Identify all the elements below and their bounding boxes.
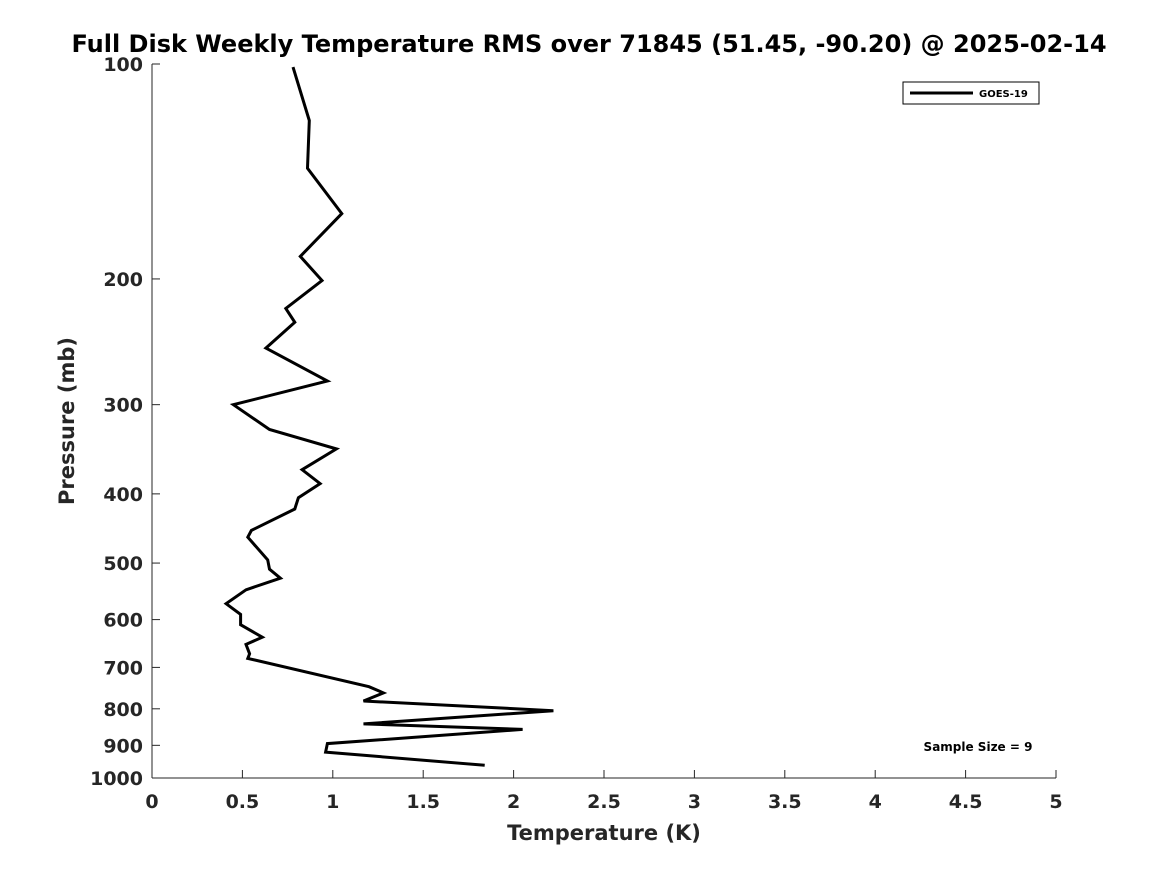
y-tick-label: 800: [103, 699, 143, 721]
x-tick-label: 3.5: [768, 791, 802, 813]
x-tick-label: 3: [688, 791, 701, 813]
x-tick-label: 0: [145, 791, 158, 813]
y-tick-label: 500: [103, 553, 143, 575]
y-tick-label: 100: [103, 54, 143, 76]
sample-size-annotation: Sample Size = 9: [924, 740, 1033, 754]
y-tick-label: 200: [103, 269, 143, 291]
x-tick-label: 5: [1049, 791, 1062, 813]
series-layer: [223, 66, 554, 767]
x-axis-label: Temperature (K): [507, 821, 701, 845]
x-tick-label: 4.5: [949, 791, 983, 813]
y-tick-label: 600: [103, 610, 143, 632]
y-tick-label: 1000: [90, 768, 143, 790]
y-tick-label: 700: [103, 657, 143, 679]
chart-title: Full Disk Weekly Temperature RMS over 71…: [71, 30, 1106, 58]
series-line-goes-19: [223, 66, 554, 767]
legend-label: GOES-19: [979, 89, 1028, 100]
y-tick-label: 400: [103, 484, 143, 506]
y-tick-label: 900: [103, 735, 143, 757]
x-tick-label: 0.5: [226, 791, 260, 813]
x-tick-label: 2.5: [587, 791, 621, 813]
y-axis-label: Pressure (mb): [55, 337, 79, 505]
x-tick-label: 1: [326, 791, 339, 813]
x-tick-label: 2: [507, 791, 520, 813]
x-tick-label: 4: [869, 791, 882, 813]
y-tick-label: 300: [103, 395, 143, 417]
plot-axes: 0 0.5 1 1.5 2 2.5 3 3.5 4 4.5 5 100 200 300 400 500 600 7…: [90, 54, 1063, 813]
x-tick-label: 1.5: [406, 791, 440, 813]
legend: GOES-19: [902, 81, 1040, 105]
